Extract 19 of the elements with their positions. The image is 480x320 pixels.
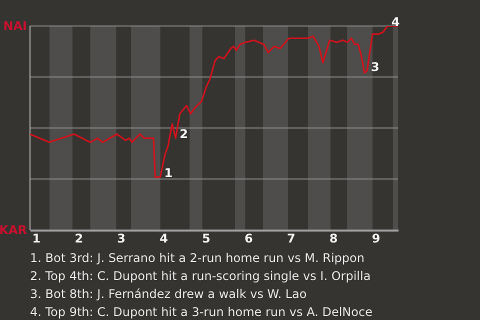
text: KAR xyxy=(0,223,27,237)
text: 4. Top 9th: C. Dupont hit a 3-run home run vs A. DelNoce xyxy=(30,305,372,319)
x-tick-label: 4 xyxy=(160,232,168,246)
text: 3. Bot 8th: J. Fernández drew a walk vs W. Lao xyxy=(30,287,307,301)
text: 2. Top 4th: C. Dupont hit a run-scoring single vs I. Orpilla xyxy=(30,269,371,283)
x-tick-label: 8 xyxy=(329,232,338,246)
x-tick-label: 7 xyxy=(286,232,296,246)
annotation: 2 xyxy=(180,127,188,142)
annotation: 4 xyxy=(391,15,400,29)
text: 1. Bot 3rd: J. Serrano hit a 2-run home run vs M. Rippon xyxy=(30,251,364,265)
x-tick-label: 5 xyxy=(202,232,210,246)
annotation: 3 xyxy=(371,60,380,74)
annotation: 1 xyxy=(164,166,173,180)
x-tick-label: 9 xyxy=(372,232,380,246)
x-tick-label: 1 xyxy=(32,232,41,246)
x-tick-label: 2 xyxy=(74,232,84,246)
text: NAI xyxy=(3,19,27,33)
x-tick-label: 6 xyxy=(244,232,253,246)
x-tick-label: 3 xyxy=(117,232,126,246)
